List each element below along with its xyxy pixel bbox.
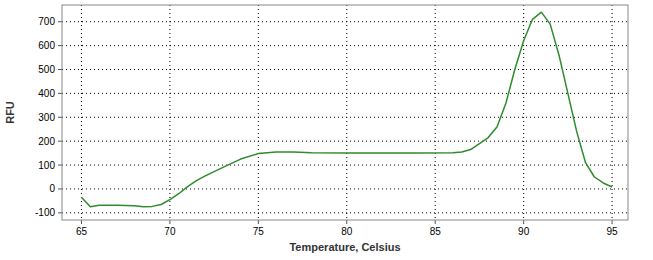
y-tick-label: 0 bbox=[49, 183, 55, 194]
x-grid bbox=[435, 5, 436, 220]
x-tick-label: 80 bbox=[341, 226, 353, 237]
y-tick-label: 100 bbox=[38, 160, 55, 171]
y-grid bbox=[62, 117, 628, 118]
x-grid bbox=[346, 5, 347, 220]
y-tick-label: 600 bbox=[38, 40, 55, 51]
x-tick-label: 95 bbox=[607, 226, 619, 237]
y-tick bbox=[58, 93, 62, 94]
x-tick-label: 65 bbox=[76, 226, 88, 237]
x-grid bbox=[523, 5, 524, 220]
y-tick bbox=[58, 141, 62, 142]
y-tick bbox=[58, 165, 62, 166]
y-tick bbox=[58, 45, 62, 46]
x-tick-label: 85 bbox=[430, 226, 442, 237]
y-grid bbox=[62, 21, 628, 22]
chart: 65 70 75 80 85 90 95 -100 0 100 200 300 400 500 600 700… bbox=[0, 0, 653, 260]
series-group bbox=[81, 12, 612, 207]
x-grid bbox=[169, 5, 170, 220]
y-grid bbox=[62, 212, 628, 213]
x-tick bbox=[435, 220, 436, 224]
plot-frame bbox=[62, 5, 628, 220]
y-tick-label: 300 bbox=[38, 112, 55, 123]
x-tick bbox=[81, 220, 82, 224]
y-tick-label: 500 bbox=[38, 64, 55, 75]
y-tick-label: 700 bbox=[38, 16, 55, 27]
x-grid bbox=[612, 5, 613, 220]
y-grid bbox=[62, 45, 628, 46]
x-tick bbox=[612, 220, 613, 224]
y-tick-label: 400 bbox=[38, 88, 55, 99]
x-tick bbox=[346, 220, 347, 224]
y-tick bbox=[58, 188, 62, 189]
y-tick bbox=[58, 21, 62, 22]
y-tick bbox=[58, 117, 62, 118]
x-tick bbox=[169, 220, 170, 224]
y-tick bbox=[58, 69, 62, 70]
y-tick-label: -100 bbox=[35, 207, 55, 218]
y-tick bbox=[58, 212, 62, 213]
chart-root: 65 70 75 80 85 90 95 -100 0 100 200 300 400 500 600 700… bbox=[0, 0, 653, 260]
x-axis-label: Temperature, Celsius bbox=[289, 241, 400, 253]
x-grid bbox=[258, 5, 259, 220]
y-axis-label: RFU bbox=[4, 101, 16, 124]
y-grid bbox=[62, 165, 628, 166]
melt-curve bbox=[81, 12, 612, 207]
x-tick-label: 75 bbox=[253, 226, 265, 237]
x-tick bbox=[258, 220, 259, 224]
y-grid bbox=[62, 69, 628, 70]
x-tick bbox=[523, 220, 524, 224]
y-tick-label: 200 bbox=[38, 136, 55, 147]
x-grid bbox=[81, 5, 82, 220]
x-tick-label: 70 bbox=[164, 226, 176, 237]
y-grid bbox=[62, 93, 628, 94]
y-grid bbox=[62, 141, 628, 142]
x-tick-label: 90 bbox=[518, 226, 530, 237]
y-grid bbox=[62, 188, 628, 189]
